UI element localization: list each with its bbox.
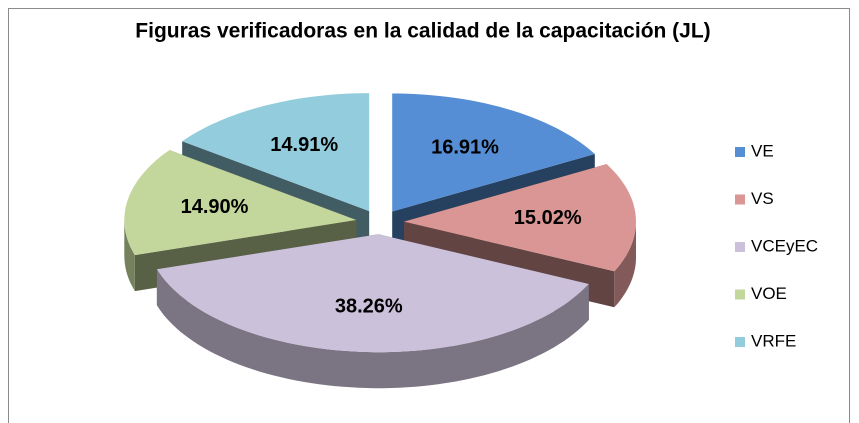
legend-label: VE <box>751 141 774 160</box>
legend-swatch <box>735 337 745 347</box>
data-label: 14.91% <box>270 134 338 156</box>
data-label: 38.26% <box>335 295 403 317</box>
legend-label: VRFE <box>751 331 796 350</box>
legend-swatch <box>735 194 745 205</box>
slice <box>124 150 357 256</box>
slice <box>392 93 595 212</box>
legend-label: VOE <box>751 284 787 303</box>
data-label: 15.02% <box>514 207 582 229</box>
slice-wall <box>156 269 589 389</box>
legend-swatch <box>735 147 745 157</box>
slice <box>156 234 589 353</box>
data-label: 16.91% <box>431 137 499 159</box>
slice-wall <box>124 220 135 292</box>
data-label: 14.90% <box>181 196 249 218</box>
legend-label: VCEyEC <box>751 236 818 255</box>
legend-swatch <box>735 289 745 300</box>
slice <box>404 164 636 272</box>
chart-title: Figuras verificadoras en la calidad de l… <box>135 20 710 43</box>
legend-swatch <box>735 242 745 252</box>
slice <box>182 93 370 212</box>
slice-wall <box>614 221 636 308</box>
legend-label: VS <box>751 189 774 208</box>
